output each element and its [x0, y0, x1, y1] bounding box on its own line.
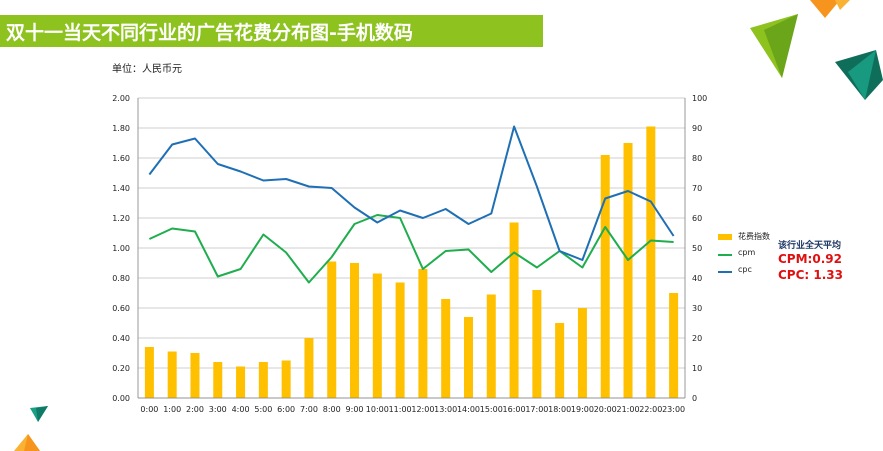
bar [623, 143, 633, 398]
y-tick-label: 0.40 [112, 334, 130, 343]
y-tick-label: 0.00 [112, 394, 130, 403]
page-title: 双十一当天不同行业的广告花费分布图-手机数码 [6, 22, 413, 44]
x-tick-label: 23:00 [662, 405, 685, 414]
x-tick-label: 16:00 [503, 405, 526, 414]
bar [190, 353, 200, 398]
bar [463, 317, 473, 398]
cpc-line [148, 125, 675, 261]
bar [327, 261, 337, 398]
x-tick-label: 22:00 [639, 405, 662, 414]
cpm-line [148, 214, 674, 284]
lines-layer [148, 125, 675, 284]
legend-label-cpc: cpc [738, 265, 752, 274]
y2-tick-label: 30 [692, 304, 702, 313]
x-tick-label: 6:00 [277, 405, 295, 414]
x-tick-label: 20:00 [594, 405, 617, 414]
bar [236, 366, 246, 398]
y2-tick-label: 80 [692, 154, 702, 163]
cpc-summary: CPC: 1.33 [778, 268, 843, 282]
bar [304, 338, 314, 398]
y-tick-label: 1.60 [112, 154, 130, 163]
y2-tick-label: 40 [692, 274, 702, 283]
summary-box: 该行业全天平均 CPM:0.92 CPC: 1.33 [778, 238, 843, 283]
y-tick-label: 0.60 [112, 304, 130, 313]
bar [532, 290, 542, 398]
x-tick-label: 5:00 [254, 405, 272, 414]
x-tick-label: 14:00 [457, 405, 480, 414]
x-tick-label: 8:00 [323, 405, 341, 414]
x-tick-label: 11:00 [389, 405, 412, 414]
bar [350, 263, 360, 398]
x-tick-label: 10:00 [366, 405, 389, 414]
y2-tick-label: 90 [692, 124, 702, 133]
bar [418, 269, 428, 398]
x-tick-label: 21:00 [616, 405, 639, 414]
x-tick-label: 19:00 [571, 405, 594, 414]
axis-layer: 0.00 0.20 0.40 0.60 0.80 1.00 1.20 1.40 1.60 1.80… [112, 94, 707, 414]
summary-title: 该行业全天平均 [778, 241, 842, 251]
bar [646, 126, 656, 398]
x-tick-label: 4:00 [232, 405, 250, 414]
bar [281, 360, 291, 398]
x-tick-label: 9:00 [346, 405, 364, 414]
x-tick-label: 17:00 [525, 405, 548, 414]
bar [441, 299, 451, 398]
y-tick-label: 1.40 [112, 184, 130, 193]
cpm-summary: CPM:0.92 [778, 252, 842, 266]
y2-tick-label: 10 [692, 364, 702, 373]
bar [669, 293, 679, 398]
y2-tick-label: 70 [692, 184, 702, 193]
bars-layer [144, 126, 679, 398]
legend-swatch-cpm [718, 254, 732, 256]
title-bar: 双十一当天不同行业的广告花费分布图-手机数码 [0, 15, 543, 47]
bar [144, 347, 154, 398]
y-tick-label: 0.80 [112, 274, 130, 283]
bar [213, 362, 223, 398]
x-tick-label: 2:00 [186, 405, 204, 414]
y2-tick-label: 100 [692, 94, 707, 103]
decorative-shapes-top-right [750, 0, 883, 100]
bar [167, 351, 177, 398]
legend-label-bar: 花费指数 [738, 232, 770, 241]
bar [395, 282, 405, 398]
y2-tick-label: 50 [692, 244, 702, 253]
unit-label: 单位：人民币元 [112, 64, 182, 75]
x-tick-label: 18:00 [548, 405, 571, 414]
x-tick-label: 7:00 [300, 405, 318, 414]
y-tick-label: 1.20 [112, 214, 130, 223]
x-tick-label: 0:00 [140, 405, 158, 414]
bar [258, 362, 268, 398]
y-tick-label: 0.20 [112, 364, 130, 373]
decorative-shapes-bottom-left [14, 406, 48, 451]
x-tick-label: 15:00 [480, 405, 503, 414]
legend-swatch-bar [718, 234, 732, 240]
bar [486, 294, 496, 398]
x-tick-label: 1:00 [163, 405, 181, 414]
x-tick-label: 13:00 [434, 405, 457, 414]
y2-tick-label: 0 [692, 394, 697, 403]
y2-tick-label: 60 [692, 214, 702, 223]
y-tick-label: 1.00 [112, 244, 130, 253]
x-tick-label: 3:00 [209, 405, 227, 414]
y-tick-label: 2.00 [112, 94, 130, 103]
y2-tick-label: 20 [692, 334, 702, 343]
legend-swatch-cpc [718, 271, 732, 273]
bar [509, 222, 519, 398]
bar [600, 155, 610, 398]
bar [372, 273, 382, 398]
bar [555, 323, 565, 398]
x-tick-label: 12:00 [411, 405, 434, 414]
bar [577, 308, 587, 398]
legend-label-cpm: cpm [738, 248, 756, 257]
y-tick-label: 1.80 [112, 124, 130, 133]
